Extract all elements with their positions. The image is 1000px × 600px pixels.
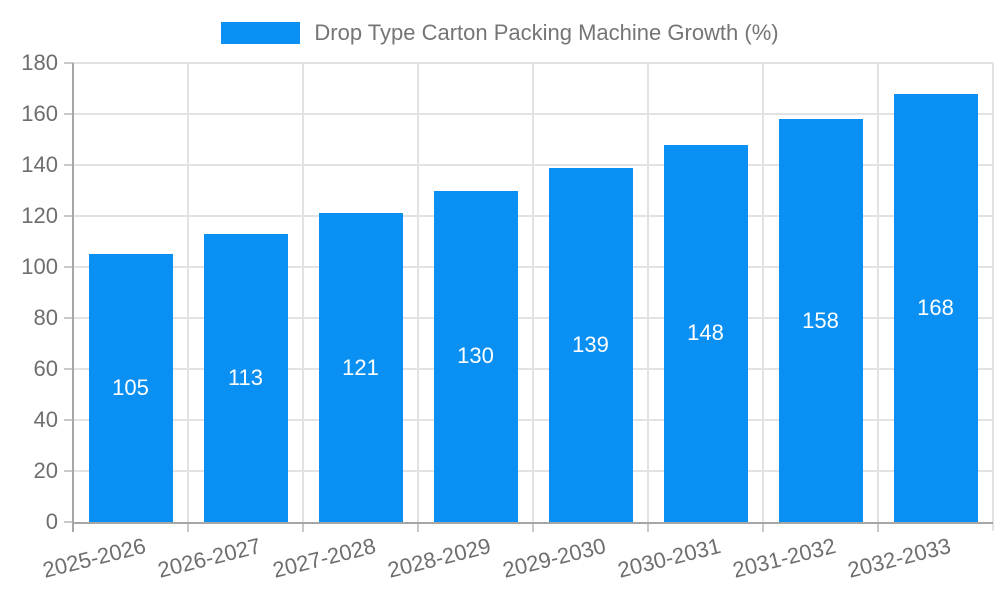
v-gridline xyxy=(532,63,534,522)
v-gridline xyxy=(187,63,189,522)
y-axis-label: 40 xyxy=(33,407,58,432)
y-tick xyxy=(64,266,73,268)
bar[interactable]: 105 xyxy=(88,254,173,522)
y-tick xyxy=(64,215,73,217)
v-gridline xyxy=(647,63,649,522)
y-tick xyxy=(64,419,73,421)
bar-value-label: 113 xyxy=(227,364,264,390)
x-axis-label: 2031-2032 xyxy=(730,533,839,583)
x-axis-label: 2028-2029 xyxy=(385,533,494,583)
y-axis-label: 180 xyxy=(21,50,58,75)
y-axis-label: 120 xyxy=(21,203,58,228)
legend-swatch-icon xyxy=(221,22,301,44)
bar[interactable]: 121 xyxy=(318,213,403,522)
x-tick xyxy=(647,524,649,532)
y-tick xyxy=(64,317,73,319)
x-tick xyxy=(417,524,419,532)
x-axis-label: 2027-2028 xyxy=(270,533,379,583)
y-tick xyxy=(64,368,73,370)
legend-label: Drop Type Carton Packing Machine Growth … xyxy=(314,20,779,45)
x-tick xyxy=(877,524,879,532)
v-gridline xyxy=(417,63,419,522)
x-tick xyxy=(302,524,304,532)
y-tick xyxy=(64,164,73,166)
x-axis-label: 2026-2027 xyxy=(155,533,264,583)
bar-value-label: 148 xyxy=(687,320,724,346)
bar-value-label: 121 xyxy=(342,354,379,380)
y-axis-label: 140 xyxy=(21,152,58,177)
plot-right-border xyxy=(992,63,994,531)
bar[interactable]: 130 xyxy=(433,190,518,522)
y-axis-label: 20 xyxy=(33,458,58,483)
y-tick xyxy=(64,521,73,523)
x-axis-label: 2029-2030 xyxy=(500,533,609,583)
x-tick xyxy=(187,524,189,532)
x-axis-label: 2032-2033 xyxy=(845,533,954,583)
x-axis-label: 2025-2026 xyxy=(40,533,149,583)
bar[interactable]: 158 xyxy=(778,119,863,522)
bar-value-label: 105 xyxy=(112,375,149,401)
y-axis-label: 0 xyxy=(45,509,58,534)
y-axis-label: 60 xyxy=(33,356,58,381)
x-tick xyxy=(532,524,534,532)
legend-item[interactable]: Drop Type Carton Packing Machine Growth … xyxy=(221,20,779,46)
bar-value-label: 130 xyxy=(457,343,494,369)
v-gridline xyxy=(302,63,304,522)
bar[interactable]: 139 xyxy=(548,167,633,522)
bar-value-label: 168 xyxy=(917,294,954,320)
x-axis-line xyxy=(72,522,993,524)
y-tick xyxy=(64,113,73,115)
bar-value-label: 139 xyxy=(572,331,609,357)
y-axis-line xyxy=(72,63,74,532)
x-axis-label: 2030-2031 xyxy=(615,533,724,583)
bar-value-label: 158 xyxy=(802,307,839,333)
y-tick xyxy=(64,62,73,64)
bar[interactable]: 113 xyxy=(203,233,288,522)
y-axis-label: 160 xyxy=(21,101,58,126)
x-tick xyxy=(762,524,764,532)
y-axis-label: 80 xyxy=(33,305,58,330)
y-tick xyxy=(64,470,73,472)
legend: Drop Type Carton Packing Machine Growth … xyxy=(0,20,1000,46)
v-gridline xyxy=(762,63,764,522)
bar[interactable]: 148 xyxy=(663,144,748,522)
bar[interactable]: 168 xyxy=(893,93,978,522)
y-axis-label: 100 xyxy=(21,254,58,279)
v-gridline xyxy=(877,63,879,522)
